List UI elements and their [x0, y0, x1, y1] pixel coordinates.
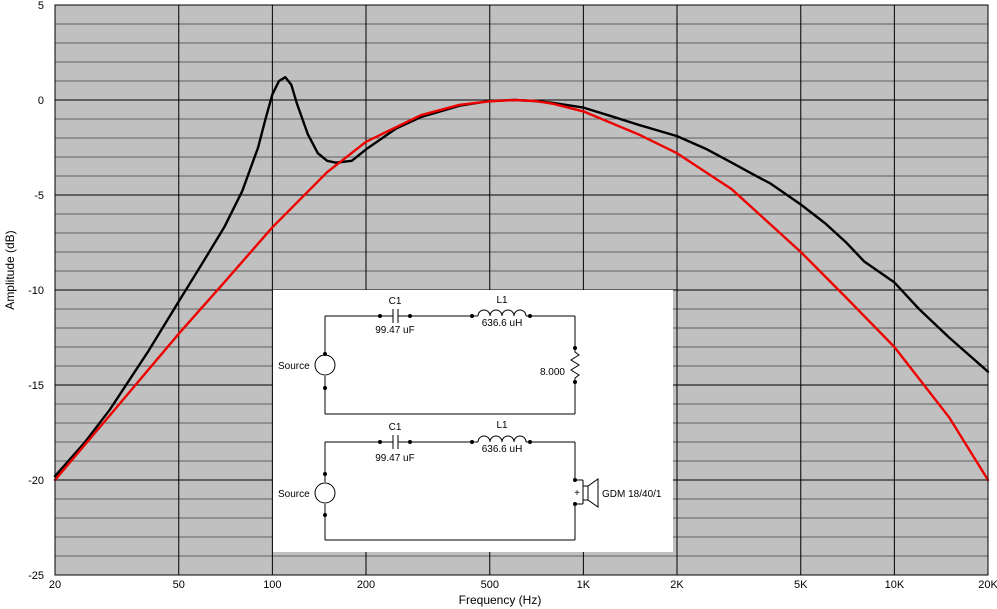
- resistor-value: 8.000: [540, 367, 565, 378]
- x-axis-label: Frequency (Hz): [459, 593, 542, 607]
- x-tick-label: 1K: [577, 579, 591, 591]
- series-line-2: [53, 98, 990, 482]
- capacitor-name: C1: [389, 296, 402, 307]
- y-tick-label: -25: [28, 570, 44, 582]
- x-tick-label: 500: [481, 579, 499, 591]
- y-tick-label: -5: [34, 190, 44, 202]
- y-tick-label: 0: [38, 95, 44, 107]
- x-tick-label: 20K: [978, 579, 997, 591]
- capacitor-name: C1: [389, 422, 402, 433]
- x-tick-label: 10K: [885, 579, 905, 591]
- source-label: Source: [278, 361, 310, 372]
- circuit-1-nodes: [323, 314, 577, 390]
- schematic-inset: Source C1 99.47 uF L1 636.6 uH 8.000: [273, 290, 673, 552]
- plot-border: [54, 4, 989, 576]
- x-tick-label: 50: [173, 579, 185, 591]
- circuit-2-nodes: [323, 440, 577, 517]
- y-axis-label: Amplitude (dB): [3, 230, 17, 309]
- speaker-label: GDM 18/40/1: [602, 489, 662, 500]
- source-symbol: [314, 482, 336, 504]
- series-line-1: [53, 75, 990, 478]
- series-layer: [53, 75, 990, 482]
- y-tick-label: -20: [28, 475, 44, 487]
- circuit-2: [314, 435, 599, 541]
- source-label: Source: [278, 489, 310, 500]
- inductor-name: L1: [496, 295, 508, 306]
- x-tick-label: 5K: [794, 579, 808, 591]
- schematic-panel: [273, 290, 673, 552]
- capacitor-value: 99.47 uF: [375, 325, 414, 336]
- x-tick-label: 200: [357, 579, 375, 591]
- x-tick-label: 2K: [670, 579, 684, 591]
- inductor-name: L1: [496, 420, 508, 431]
- y-tick-label: -10: [28, 285, 44, 297]
- inductor-value: 636.6 uH: [482, 318, 523, 329]
- x-tick-label: 20: [49, 579, 61, 591]
- inductor-value: 636.6 uH: [482, 444, 523, 455]
- capacitor-value: 99.47 uF: [375, 453, 414, 464]
- y-tick-labels: 5 0 -5 -10 -15 -20 -25: [28, 0, 44, 582]
- speaker-polarity: +: [574, 488, 580, 499]
- x-tick-labels: 20 50 100 200 500 1K 2K 5K 10K 20K: [49, 579, 997, 591]
- y-tick-label: 5: [38, 0, 44, 12]
- x-tick-label: 100: [263, 579, 281, 591]
- y-tick-label: -15: [28, 380, 44, 392]
